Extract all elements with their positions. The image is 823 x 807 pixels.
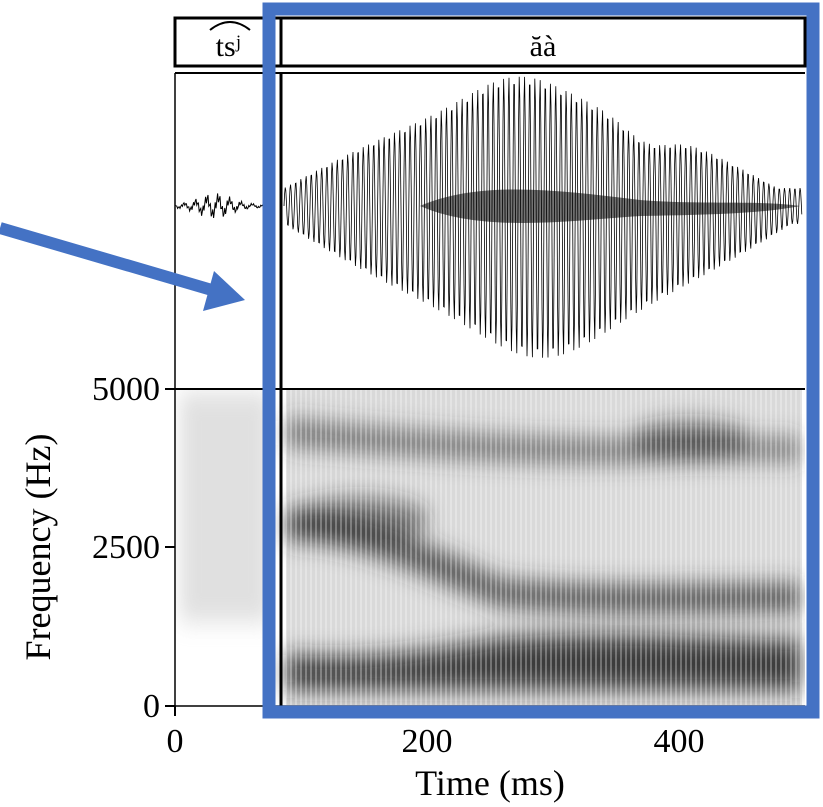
waveform [175,76,803,358]
spectrogram-image [180,389,802,705]
waveform-vowel [283,76,803,358]
segment-label-consonant: tsʲ [216,30,241,63]
segment-tier: tsʲ ăà [173,16,807,68]
consonant-noise [180,392,270,622]
spectrogram-panel [174,388,805,707]
waveform-panel [174,72,805,389]
y-axis: 5000 2500 0 Frequency (Hz) [18,371,175,725]
tie-bar-icon [209,21,251,31]
arrow-head [203,271,245,311]
y-axis-label: Frequency (Hz) [18,434,58,661]
x-axis: 0 200 400 Time (ms) [167,706,705,803]
x-tick-label-400: 400 [654,723,705,760]
waveform-core [420,189,800,223]
glottal-striations [286,389,802,705]
x-tick-label-0: 0 [167,723,184,760]
pointer-arrow-icon [0,222,245,311]
waveform-consonant [175,193,266,219]
x-axis-label: Time (ms) [415,763,565,803]
y-tick-label-0: 0 [143,688,160,725]
x-tick-label-200: 200 [402,723,453,760]
vowel-highlight-box [262,2,820,719]
arrow-shaft [0,222,224,299]
segment-tier-frame [173,16,807,68]
segment-label-vowel: ăà [530,30,557,63]
y-tick-label-5000: 5000 [92,371,160,408]
y-tick-label-2500: 2500 [92,529,160,566]
